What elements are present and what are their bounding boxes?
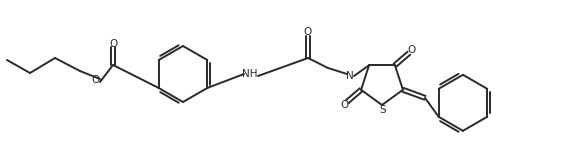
Text: S: S: [380, 105, 386, 115]
Text: O: O: [109, 39, 117, 49]
Text: O: O: [408, 45, 416, 55]
Text: N: N: [346, 71, 354, 81]
Text: O: O: [304, 27, 312, 37]
Text: O: O: [92, 75, 100, 85]
Text: O: O: [340, 100, 348, 110]
Text: NH: NH: [243, 69, 258, 79]
